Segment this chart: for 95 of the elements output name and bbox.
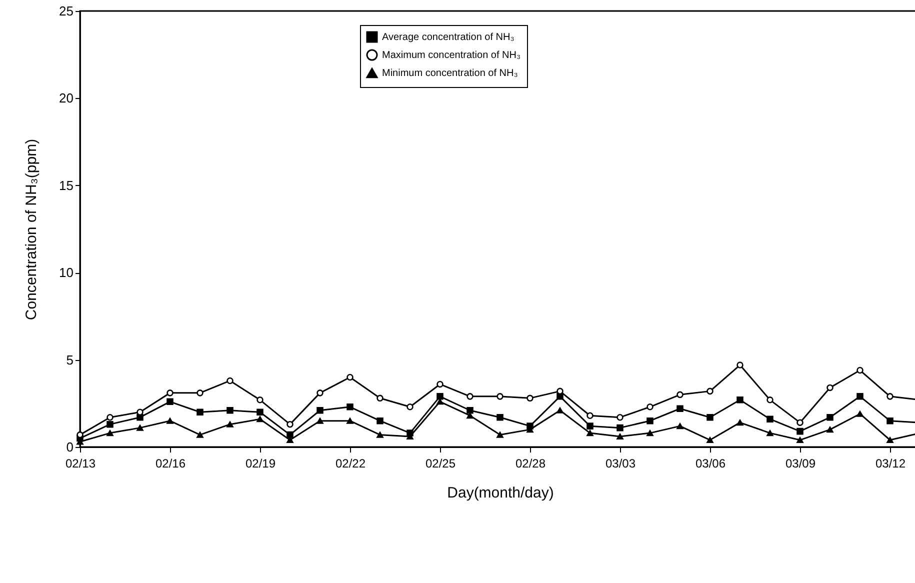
point — [676, 405, 684, 412]
point — [466, 406, 474, 414]
point — [736, 396, 744, 404]
point — [616, 434, 624, 440]
point — [586, 430, 594, 436]
x-tick-label: 02/19 — [245, 456, 276, 470]
point — [586, 422, 594, 430]
point — [856, 366, 864, 374]
point — [856, 410, 864, 417]
x-axis-title: Day(month/day) — [447, 484, 554, 502]
point — [166, 390, 174, 396]
point — [196, 390, 204, 396]
point — [226, 406, 234, 414]
point — [196, 408, 204, 416]
y-axis-title: Concentration of NH₃(ppm) — [23, 138, 40, 320]
y-tick-label: 20 — [59, 90, 74, 106]
point — [886, 437, 894, 444]
point — [256, 416, 264, 422]
point — [706, 414, 714, 421]
point — [226, 377, 234, 384]
x-tick-label: 02/13 — [65, 456, 96, 470]
point — [166, 418, 174, 424]
point — [526, 394, 534, 402]
x-tick-label: 02/22 — [335, 456, 366, 470]
point — [796, 419, 804, 426]
point — [796, 437, 804, 444]
point — [826, 414, 834, 421]
point — [616, 414, 624, 421]
point — [676, 423, 684, 430]
point — [166, 398, 174, 406]
x-tick-label: 03/06 — [695, 456, 726, 470]
x-tick-label: 03/12 — [875, 456, 906, 470]
point — [886, 393, 894, 400]
point — [796, 428, 804, 435]
point — [466, 412, 474, 419]
point — [106, 414, 114, 421]
point — [586, 412, 594, 419]
point — [766, 430, 774, 436]
point — [676, 391, 684, 398]
point — [886, 417, 894, 424]
point — [556, 407, 564, 414]
point — [256, 408, 264, 416]
point — [466, 393, 474, 400]
point — [286, 420, 294, 428]
point — [316, 418, 324, 424]
point — [316, 390, 324, 396]
point — [376, 432, 384, 438]
legend-label: Minimum concentration of NH₃ — [382, 68, 518, 79]
point — [196, 432, 204, 438]
point — [436, 398, 444, 405]
point — [766, 416, 774, 422]
y-tick-label: 25 — [59, 4, 74, 18]
point — [376, 394, 384, 402]
point — [706, 388, 714, 395]
point — [826, 426, 834, 433]
point — [286, 437, 294, 444]
x-tick-label: 03/09 — [785, 456, 816, 470]
point — [706, 437, 714, 444]
x-tick-label: 03/03 — [605, 456, 636, 470]
x-tick-label: 02/28 — [515, 456, 546, 470]
point — [826, 384, 834, 392]
point — [106, 430, 114, 436]
point — [556, 393, 564, 400]
point — [856, 393, 864, 400]
x-tick-label: 02/16 — [155, 456, 186, 470]
point — [766, 396, 774, 404]
point — [406, 404, 414, 410]
x-tick-label: 02/25 — [425, 456, 456, 470]
point — [286, 431, 294, 438]
y-tick-label: 10 — [59, 265, 74, 280]
point — [736, 420, 744, 426]
point — [256, 396, 264, 404]
point — [496, 414, 504, 421]
y-tick-label: 5 — [66, 352, 74, 368]
point — [346, 418, 354, 424]
point — [346, 404, 354, 410]
point — [376, 417, 384, 424]
y-tick-label: 15 — [59, 178, 74, 193]
point — [646, 417, 654, 424]
point — [436, 393, 444, 400]
point — [646, 430, 654, 436]
y-tick-label: 0 — [66, 440, 74, 454]
point — [496, 393, 504, 400]
point — [136, 424, 144, 431]
legend-label: Maximum concentration of NH₃ — [382, 50, 521, 61]
legend-label: Average concentration of NH₃ — [382, 32, 514, 43]
point — [226, 421, 234, 428]
point — [496, 432, 504, 438]
point — [346, 374, 354, 381]
point — [646, 404, 654, 410]
point — [736, 362, 744, 368]
point — [316, 406, 324, 414]
point — [436, 380, 444, 388]
point — [106, 420, 114, 428]
point — [616, 424, 624, 432]
